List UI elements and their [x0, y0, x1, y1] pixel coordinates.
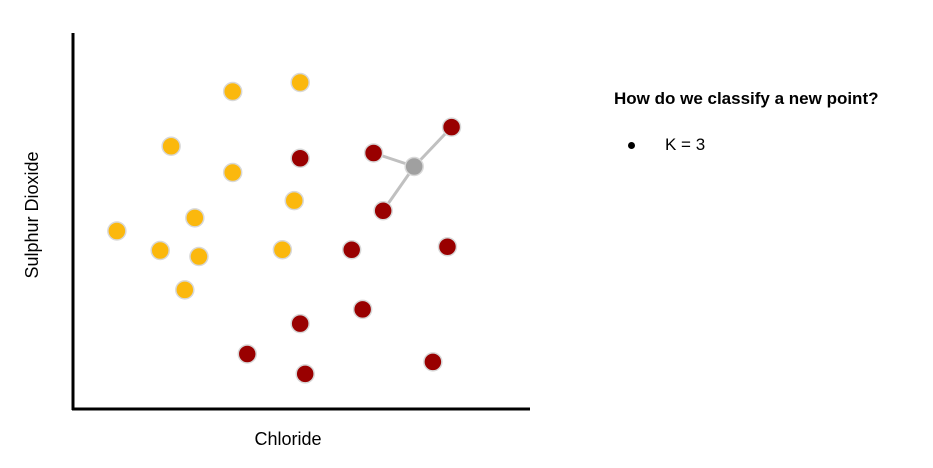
yellow-point	[189, 246, 209, 267]
yellow-point	[272, 240, 293, 260]
yellow-point	[284, 190, 304, 211]
yellow-point	[107, 221, 127, 241]
bullet-icon	[628, 141, 635, 149]
k-value-item: K = 3	[628, 135, 705, 155]
x-axis-label: Chloride	[254, 429, 321, 449]
data-points	[107, 72, 462, 384]
new-point	[404, 156, 424, 177]
red-point	[352, 299, 373, 320]
y-axis-label: Sulphur Dioxide	[22, 151, 42, 278]
red-point	[363, 143, 384, 163]
red-point	[441, 117, 462, 137]
yellow-point	[175, 280, 195, 300]
yellow-point	[222, 162, 243, 183]
k-value-text: K = 3	[665, 135, 706, 154]
knn-scatter-plot: Chloride Sulphur Dioxide	[22, 33, 530, 449]
panel-title: How do we classify a new point?	[614, 89, 879, 108]
yellow-point	[290, 72, 310, 93]
red-point	[290, 313, 310, 334]
yellow-point	[150, 240, 170, 261]
red-point	[290, 148, 310, 168]
yellow-point	[222, 81, 243, 102]
red-point	[237, 344, 258, 364]
red-point	[295, 364, 315, 384]
red-point	[341, 240, 362, 260]
red-point	[423, 352, 443, 372]
yellow-point	[185, 208, 205, 228]
yellow-point	[161, 136, 181, 156]
red-point	[437, 237, 458, 257]
red-point	[373, 201, 393, 221]
